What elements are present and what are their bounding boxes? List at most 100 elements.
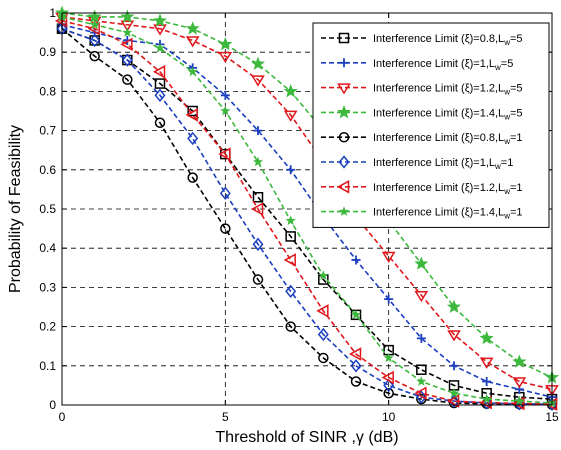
legend-marker [338, 206, 350, 216]
data-point [414, 256, 429, 270]
data-point [154, 117, 166, 129]
data-point [220, 223, 231, 234]
data-point [479, 357, 494, 369]
series-7 [56, 11, 558, 408]
y-tick-label: 0.5 [39, 202, 56, 216]
data-point [185, 108, 198, 122]
data-point [154, 78, 166, 89]
ticks: 0 5 10 15 0 0.1 0.2 0.3 0.4 0.5 0.6 0.7 0.8 0.9 1 [39, 6, 559, 424]
data-point [416, 364, 427, 375]
y-tick-label: 0.6 [39, 163, 56, 177]
legend-label: Interference Limit (ξ)=1.2,Lw=5 [373, 83, 523, 97]
data-point [416, 333, 426, 343]
data-point [89, 33, 101, 48]
data-point [348, 347, 362, 361]
x-tick-label: 15 [545, 410, 559, 424]
data-point [381, 370, 394, 385]
legend-label: Interference Limit (ξ)=1,Lw=1 [373, 157, 513, 171]
y-tick-label: 0.9 [39, 45, 56, 59]
data-point [448, 387, 460, 398]
legend-marker [339, 58, 349, 68]
data-point [351, 255, 361, 265]
data-point [285, 215, 296, 226]
data-point [120, 37, 133, 52]
data-point [252, 191, 264, 203]
series-line [61, 27, 553, 406]
data-point [154, 88, 166, 103]
data-point [121, 53, 133, 67]
legend-marker [336, 180, 350, 194]
data-point [187, 172, 198, 183]
data-point [252, 237, 264, 251]
data-point [251, 56, 265, 70]
data-point [414, 290, 429, 303]
data-point [416, 376, 427, 386]
legend-marker [337, 105, 351, 119]
data-point [187, 131, 199, 146]
y-tick-label: 0.1 [39, 359, 56, 373]
legend-label: Interference Limit (ξ)=0.8,Lw=1 [373, 132, 523, 146]
data-point [414, 386, 427, 401]
legend-marker [338, 131, 350, 143]
data-point [512, 377, 527, 389]
data-point [218, 37, 233, 51]
y-tick-label: 0.3 [39, 280, 56, 294]
legend-entry: Interference Limit (ξ)=1,Lw=1 [321, 155, 513, 171]
data-point [153, 13, 167, 27]
y-tick-label: 0.8 [39, 84, 56, 98]
data-point [253, 126, 263, 136]
data-point [447, 299, 461, 313]
data-point [318, 270, 329, 280]
data-point [252, 274, 264, 285]
data-point [350, 309, 362, 320]
legend-label: Interference Limit (ξ)=1,Lw=5 [373, 58, 513, 72]
data-point [250, 202, 264, 216]
legend-entry: Interference Limit (ξ)=1.4,Lw=1 [321, 206, 523, 221]
y-tick-label: 1 [49, 6, 56, 20]
data-point [153, 24, 167, 36]
data-point [285, 321, 296, 332]
data-point [185, 21, 200, 35]
x-tick-label: 10 [382, 410, 396, 424]
data-point [350, 376, 362, 387]
data-point [185, 36, 200, 48]
data-point [285, 284, 297, 299]
y-axis-label: Probability of Feasibility [7, 125, 24, 293]
data-point [449, 361, 459, 371]
y-tick-label: 0 [49, 398, 56, 412]
data-point [89, 50, 100, 62]
legend-box [312, 22, 550, 228]
y-tick-label: 0.4 [39, 241, 56, 255]
data-point [383, 352, 394, 363]
legend-entry: Interference Limit (ξ)=1.4,Lw=5 [321, 105, 523, 121]
legend-label: Interference Limit (ξ)=1.2,Lw=1 [373, 182, 523, 196]
data-point [514, 395, 525, 406]
data-point [286, 165, 296, 175]
data-point [120, 9, 135, 23]
legend-entry: Interference Limit (ξ)=0.8,Lw=5 [321, 32, 523, 47]
legend-label: Interference Limit (ξ)=1.4,Lw=1 [373, 207, 523, 221]
data-point [383, 378, 395, 393]
data-point [446, 394, 460, 408]
data-point [383, 387, 394, 399]
data-point [152, 65, 166, 79]
data-point [187, 66, 198, 77]
data-point [479, 331, 494, 345]
legend-label: Interference Limit (ξ)=0.8,Lw=5 [373, 33, 523, 47]
data-point [251, 75, 265, 87]
data-point [220, 90, 230, 100]
data-point [384, 294, 394, 304]
x-tick-label: 0 [59, 410, 66, 424]
data-point [350, 359, 362, 373]
series-line [61, 16, 553, 391]
data-point [220, 105, 231, 116]
data-point [252, 156, 264, 167]
legend-label: Interference Limit (ξ)=1.4,Lw=5 [373, 107, 523, 121]
data-point [120, 20, 135, 32]
series-line [61, 28, 553, 406]
series-line [61, 12, 553, 379]
data-point [154, 42, 166, 53]
data-point [318, 352, 329, 364]
data-point [447, 330, 461, 342]
